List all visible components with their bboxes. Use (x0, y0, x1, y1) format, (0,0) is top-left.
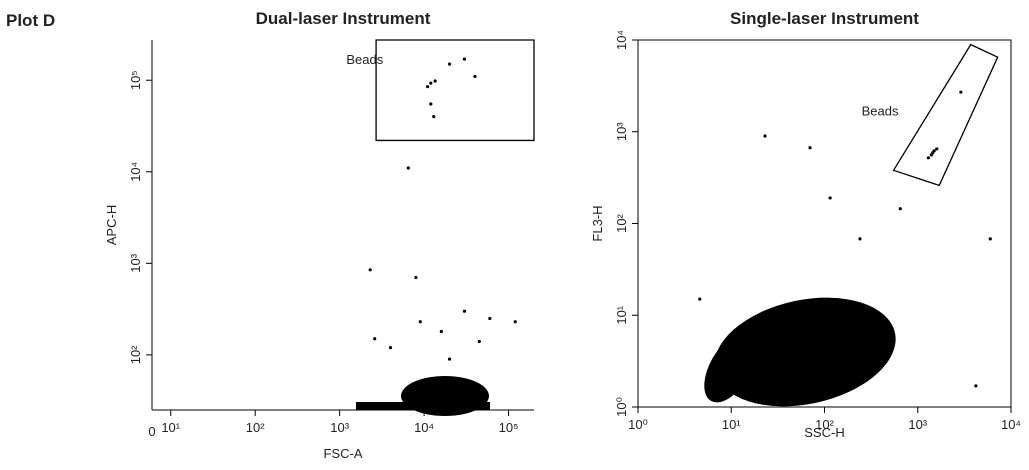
point (368, 268, 372, 272)
point (462, 57, 467, 61)
point (447, 357, 452, 361)
point (388, 346, 393, 350)
x-tick-label: 10⁴ (1001, 417, 1021, 432)
annotation: Beads (346, 52, 383, 67)
point (488, 316, 492, 321)
cloud-right (704, 297, 896, 407)
point (513, 320, 517, 324)
y-tick-label: 10⁴ (128, 162, 143, 182)
point (698, 297, 702, 301)
annotation: Beads (862, 104, 899, 119)
y-axis-label: APC-H (104, 205, 119, 245)
point (439, 329, 443, 334)
x-origin-label: 0 (148, 424, 155, 439)
y-tick-label: 10⁵ (128, 70, 143, 90)
x-tick-label: 10⁵ (499, 420, 519, 435)
x-tick-label: 10³ (908, 417, 927, 432)
y-axis-label: FL3-H (590, 205, 605, 241)
point (763, 134, 767, 138)
y-tick-label: 10⁴ (614, 30, 629, 50)
point (473, 74, 477, 79)
y-tick-label: 10² (614, 213, 629, 232)
point (406, 166, 410, 170)
point (432, 115, 436, 119)
y-tick-label: 10¹ (614, 305, 629, 324)
point (898, 207, 902, 211)
point (477, 339, 481, 344)
point (879, 317, 883, 322)
point (418, 320, 422, 324)
point (414, 275, 418, 280)
x-tick-label: 10¹ (161, 420, 180, 435)
x-tick-label: 10³ (330, 420, 349, 435)
point (429, 102, 433, 106)
chart-title: Single-laser Instrument (730, 9, 919, 28)
point (447, 62, 452, 66)
gate (892, 43, 999, 187)
x-tick-label: 10¹ (722, 417, 741, 432)
cloud-left (356, 376, 490, 416)
x-tick-label: 10⁰ (628, 417, 648, 432)
point (828, 196, 832, 200)
point (429, 81, 433, 85)
point (959, 90, 963, 94)
point (932, 149, 936, 153)
x-tick-label: 10² (815, 417, 834, 432)
figure-label: Plot D (6, 11, 55, 30)
point (462, 309, 467, 313)
y-tick-label: 10² (128, 345, 143, 364)
point (433, 79, 437, 83)
point (935, 147, 939, 151)
point (426, 85, 430, 89)
x-tick-label: 10⁴ (414, 420, 434, 435)
x-axis-label: FSC-A (324, 446, 363, 461)
point (926, 156, 930, 160)
point (929, 153, 933, 157)
point (808, 146, 812, 150)
y-tick-label: 10⁰ (614, 397, 629, 417)
x-tick-label: 10² (246, 420, 265, 435)
y-tick-label: 10³ (128, 253, 143, 272)
gate (375, 39, 535, 142)
x-axis-label: SSC-H (804, 425, 844, 440)
chart-title: Dual-laser Instrument (256, 9, 431, 28)
y-tick-label: 10³ (614, 122, 629, 141)
point (988, 237, 992, 241)
point (373, 337, 377, 341)
point (858, 237, 862, 241)
point (974, 384, 978, 388)
